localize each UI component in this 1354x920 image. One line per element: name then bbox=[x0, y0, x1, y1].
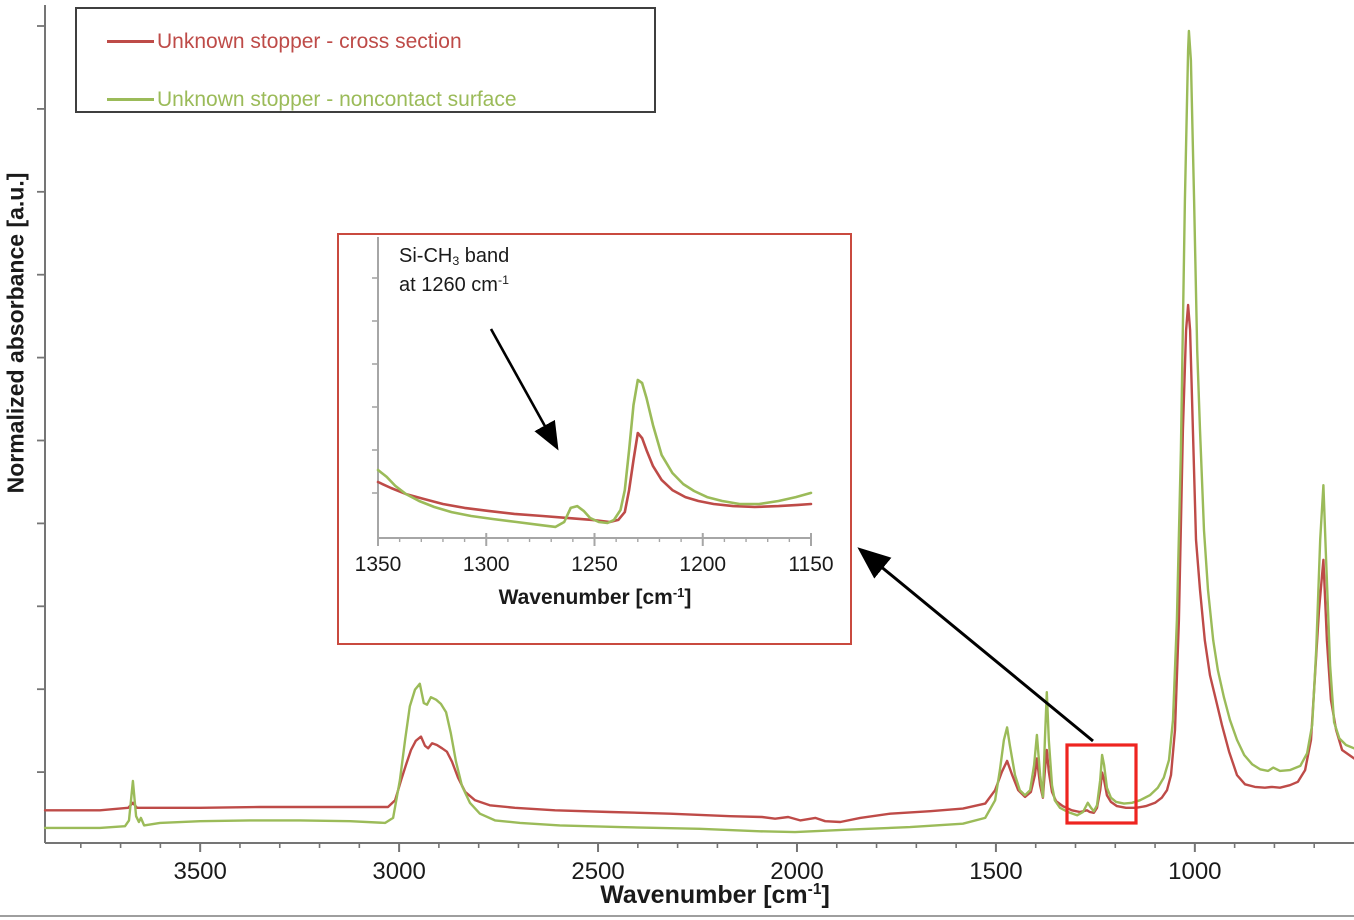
legend-label: Unknown stopper - noncontact surface bbox=[157, 88, 517, 111]
annotation-subscript: 3 bbox=[452, 254, 460, 269]
annotation-superscript: -1 bbox=[497, 273, 509, 288]
highlight-box bbox=[1065, 743, 1138, 825]
legend-line-swatch-red bbox=[107, 40, 154, 43]
spectrum-curve-cross-section bbox=[43, 303, 1354, 824]
annotation-line2: at 1260 cm bbox=[399, 274, 498, 296]
x-axis-title-superscript: -1 bbox=[807, 881, 822, 899]
si-ch3-annotation: Si-CH3 band at 1260 cm-1 bbox=[399, 243, 509, 301]
legend: Unknown stopper - cross section Unknown … bbox=[75, 7, 656, 113]
y-axis-title: Normalized absorbance [a.u.] bbox=[2, 172, 29, 494]
x-axis-title: Wavenumber [cm-1] bbox=[600, 881, 830, 910]
legend-label: Unknown stopper - cross section bbox=[157, 30, 462, 53]
spectrum-curve-noncontact-surface bbox=[43, 29, 1354, 834]
annotation-line1: Si-CH bbox=[399, 245, 453, 267]
x-axis-title-bracket: ] bbox=[821, 881, 830, 909]
inset-x-axis-title: Wavenumber [cm-1] bbox=[498, 584, 692, 610]
figure-bottom-rule bbox=[0, 915, 1354, 917]
x-tick-label: 1500 bbox=[969, 858, 1022, 885]
x-tick-label: 2000 bbox=[770, 858, 823, 885]
x-axis-title-text: Wavenumber [cm bbox=[600, 881, 808, 909]
x-tick-label: 3000 bbox=[372, 858, 425, 885]
inset-x-axis-title-superscript: -1 bbox=[672, 584, 685, 600]
x-tick-label: 3500 bbox=[173, 858, 226, 885]
legend-item-cross-section: Unknown stopper - cross section bbox=[107, 31, 462, 52]
inset-x-axis-title-bracket: ] bbox=[684, 586, 692, 609]
x-tick-label: 2500 bbox=[571, 858, 624, 885]
annotation-line1-suffix: band bbox=[459, 245, 510, 267]
inset-x-axis-title-text: Wavenumber [cm bbox=[498, 586, 673, 609]
legend-line-swatch-green bbox=[107, 98, 154, 101]
legend-item-noncontact-surface: Unknown stopper - noncontact surface bbox=[107, 89, 517, 110]
x-tick-label: 1000 bbox=[1168, 858, 1221, 885]
